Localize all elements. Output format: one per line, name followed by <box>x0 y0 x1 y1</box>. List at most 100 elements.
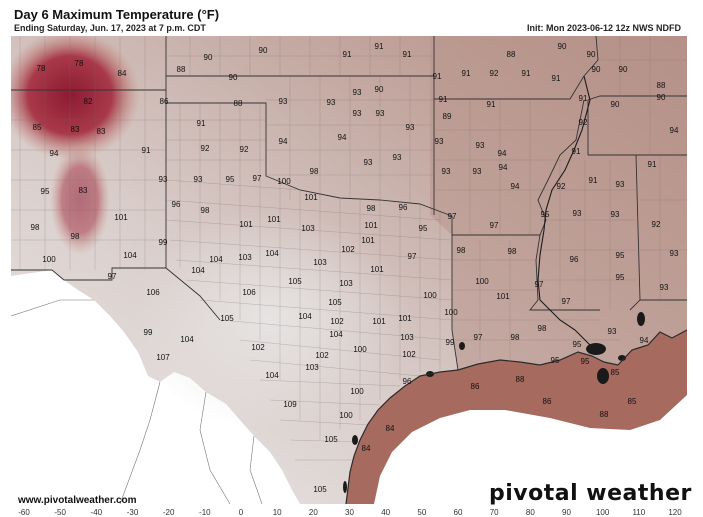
temperature-value: 104 <box>209 255 223 264</box>
colorbar-tick-label: 60 <box>453 508 463 517</box>
temperature-value: 78 <box>75 59 84 68</box>
temperature-value: 95 <box>573 340 582 349</box>
temperature-value: 93 <box>406 123 415 132</box>
temperature-value: 93 <box>327 98 336 107</box>
forecast-map[interactable]: 90 91 91 91 88 90 90 88 90 90 84 78 78 91 91 92 91 91 90 90… <box>11 36 687 504</box>
temperature-value: 103 <box>238 253 252 262</box>
temperature-value: 94 <box>338 133 347 142</box>
temperature-value: 92 <box>557 182 566 191</box>
valid-time: Ending Saturday, Jun. 17, 2023 at 7 p.m.… <box>14 23 206 33</box>
temperature-value: 90 <box>375 85 384 94</box>
temperature-value: 91 <box>522 69 531 78</box>
temperature-value: 90 <box>587 50 596 59</box>
temperature-value: 101 <box>267 215 281 224</box>
temperature-value: 98 <box>71 232 80 241</box>
temperature-value: 88 <box>177 65 186 74</box>
temperature-value: 93 <box>194 175 203 184</box>
temperature-value: 93 <box>660 283 669 292</box>
temperature-value: 101 <box>114 213 128 222</box>
temperature-value: 101 <box>370 265 384 274</box>
temperature-value: 90 <box>558 42 567 51</box>
temperature-value: 102 <box>341 245 355 254</box>
temperature-value: 94 <box>640 336 649 345</box>
colorbar-tick-label: 120 <box>668 508 682 517</box>
map-canvas: 90 91 91 91 88 90 90 88 90 90 84 78 78 91 91 92 91 91 90 90… <box>11 36 687 504</box>
temperature-value: 104 <box>180 335 194 344</box>
temperature-value: 104 <box>123 251 137 260</box>
temperature-value: 91 <box>487 100 496 109</box>
temperature-value: 91 <box>579 94 588 103</box>
temperature-value: 93 <box>442 167 451 176</box>
temperature-value: 86 <box>543 397 552 406</box>
colorbar-tick-label: -10 <box>199 508 211 517</box>
temperature-value: 103 <box>313 258 327 267</box>
temperature-value: 96 <box>570 255 579 264</box>
temperature-value: 100 <box>444 308 458 317</box>
colorbar-tick-label: -30 <box>126 508 139 517</box>
colorbar-tick-label: 50 <box>417 508 427 517</box>
colorbar-tick-label: 70 <box>489 508 499 517</box>
state-borders <box>11 36 687 371</box>
temperature-value: 101 <box>361 236 375 245</box>
coastal-bays <box>343 312 645 493</box>
temperature-value: 93 <box>476 141 485 150</box>
temperature-value: 93 <box>611 210 620 219</box>
mississippi-river <box>537 75 591 346</box>
colorbar-tick-label: -60 <box>18 508 30 517</box>
temperature-value: 91 <box>197 119 206 128</box>
temperature-value: 91 <box>439 95 448 104</box>
temperature-value: 103 <box>400 333 414 342</box>
temperature-value: 104 <box>265 371 279 380</box>
temperature-value: 91 <box>572 147 581 156</box>
temperature-value: 83 <box>97 127 106 136</box>
temperature-value: 105 <box>220 314 234 323</box>
temperature-value: 98 <box>457 246 466 255</box>
colorbar-tick-label: 110 <box>632 508 646 517</box>
temperature-value: 86 <box>160 97 169 106</box>
temperature-value: 107 <box>156 353 170 362</box>
temperature-value: 101 <box>372 317 386 326</box>
temperature-value: 90 <box>592 65 601 74</box>
temperature-value: 104 <box>298 312 312 321</box>
colorbar-tick-label: 0 <box>238 508 244 517</box>
temperature-value: 102 <box>251 343 265 352</box>
temperature-value: 93 <box>473 167 482 176</box>
temperature-value: 91 <box>433 72 442 81</box>
temperature-value: 104 <box>191 266 205 275</box>
temperature-value: 98 <box>310 167 319 176</box>
colorbar-tick-label: 90 <box>562 508 571 517</box>
temperature-value: 88 <box>516 375 525 384</box>
temperature-value: 91 <box>375 42 384 51</box>
colorbar-tick-label: -50 <box>54 508 66 517</box>
temperature-value: 94 <box>50 149 59 158</box>
louisiana-coastline <box>457 329 687 371</box>
temperature-value: 99 <box>446 338 455 347</box>
website-url[interactable]: www.pivotalweather.com <box>18 495 137 506</box>
temperature-value: 83 <box>71 125 80 134</box>
mexico-borders <box>11 299 263 504</box>
temperature-value: 97 <box>408 252 417 261</box>
temperature-value: 97 <box>448 212 457 221</box>
temperature-value: 90 <box>611 100 620 109</box>
temperature-value: 90 <box>259 46 268 55</box>
temperature-value: 85 <box>33 123 42 132</box>
temperature-value: 102 <box>330 317 344 326</box>
temperature-value: 92 <box>579 118 588 127</box>
temperature-value: 98 <box>538 324 547 333</box>
temperature-value: 90 <box>619 65 628 74</box>
temperature-value: 93 <box>353 109 362 118</box>
temperature-value: 100 <box>353 345 367 354</box>
temperature-value: 78 <box>37 64 46 73</box>
temperature-value: 93 <box>608 327 617 336</box>
temperature-value: 100 <box>423 291 437 300</box>
temperature-value: 88 <box>234 99 243 108</box>
temperature-value: 97 <box>562 297 571 306</box>
temperature-value: 104 <box>265 249 279 258</box>
temperature-value: 91 <box>648 160 657 169</box>
temperature-value: 93 <box>435 137 444 146</box>
temperature-value: 102 <box>315 351 329 360</box>
colorbar-tick-label: 10 <box>272 508 282 517</box>
temperature-value: 98 <box>201 206 210 215</box>
mountains-south <box>50 145 110 255</box>
